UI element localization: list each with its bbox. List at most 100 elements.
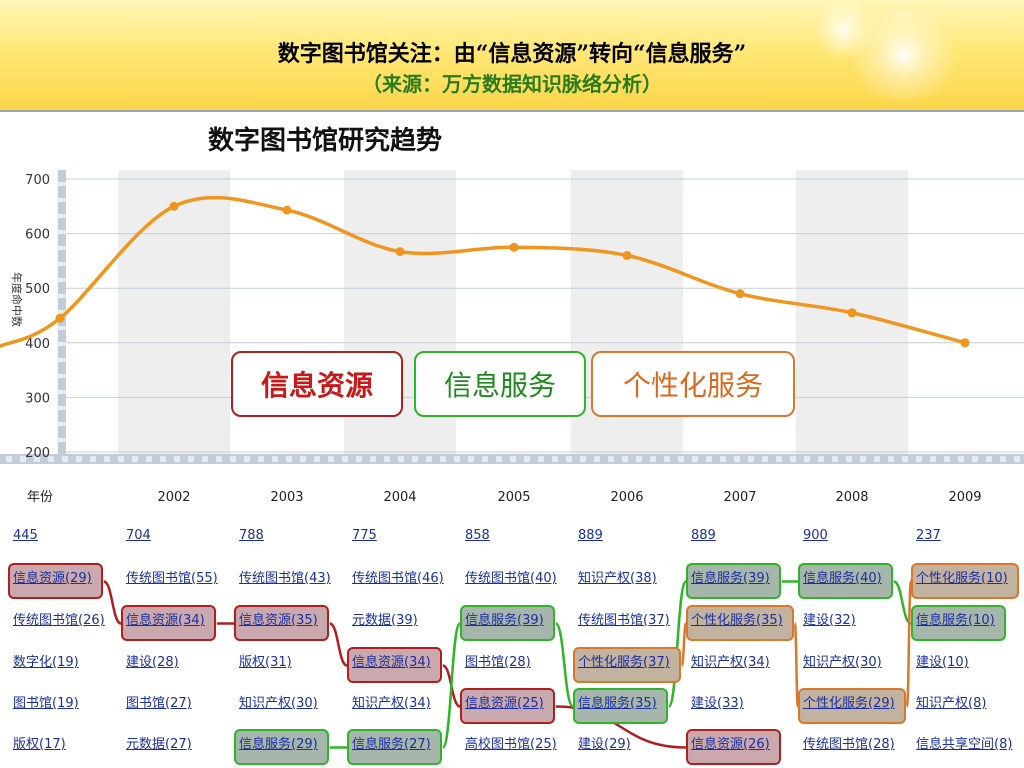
keyword-link[interactable]: 知识产权(34) [352, 696, 431, 711]
keyword-link[interactable]: 知识产权(30) [239, 696, 318, 711]
x-axis-notch [258, 456, 264, 462]
y-tick-label: 700 [25, 173, 50, 188]
x-axis-notch [300, 456, 306, 462]
year-count-link[interactable]: 900 [803, 528, 828, 543]
keyword-link[interactable]: 建设(10) [916, 655, 969, 670]
x-tick-label: 2004 [383, 490, 416, 505]
y-tick-label: 500 [25, 282, 50, 297]
y-axis-notch [58, 262, 66, 266]
keyword-link[interactable]: 高校图书馆(25) [465, 737, 557, 752]
year-count-link[interactable]: 889 [578, 528, 603, 543]
x-axis-notch [538, 456, 544, 462]
keyword-link[interactable]: 个性化服务(37) [578, 655, 670, 670]
x-axis-notch [888, 456, 894, 462]
x-axis-notch [230, 456, 236, 462]
keyword-link[interactable]: 图书馆(27) [126, 696, 192, 711]
keyword-link[interactable]: 图书馆(19) [13, 696, 79, 711]
year-count-link[interactable]: 889 [691, 528, 716, 543]
keyword-link[interactable]: 信息服务(39) [691, 571, 770, 586]
series-line [0, 195, 967, 348]
x-axis-notch [104, 456, 110, 462]
keyword-link[interactable]: 信息服务(35) [578, 696, 657, 711]
keyword-link[interactable]: 信息服务(10) [916, 613, 995, 628]
x-axis-notch [412, 456, 418, 462]
keyword-link[interactable]: 传统图书馆(55) [126, 571, 218, 586]
keyword-link[interactable]: 知识产权(34) [691, 655, 770, 670]
keyword-link[interactable]: 元数据(27) [126, 737, 192, 752]
x-axis-notch [34, 456, 40, 462]
x-axis-notch [762, 456, 768, 462]
keyword-link[interactable]: 信息资源(35) [239, 613, 318, 628]
x-axis-notch [832, 456, 838, 462]
slide-header: 数字图书馆关注：由“信息资源”转向“信息服务” （来源：万方数据知识脉络分析） [0, 0, 1024, 110]
keyword-link[interactable]: 元数据(39) [352, 613, 418, 628]
keyword-link[interactable]: 信息资源(34) [352, 655, 431, 670]
keyword-link[interactable]: 传统图书馆(26) [13, 613, 105, 628]
keyword-link[interactable]: 信息资源(25) [465, 696, 544, 711]
y-axis-notch [58, 342, 66, 346]
year-count-link[interactable]: 858 [465, 528, 490, 543]
keyword-highlight-red [234, 605, 329, 641]
keyword-link[interactable]: 信息服务(40) [803, 571, 882, 586]
keyword-link[interactable]: 版权(17) [13, 737, 66, 752]
keyword-link[interactable]: 建设(28) [126, 655, 179, 670]
x-axis-notch [958, 456, 964, 462]
x-axis-notch [286, 456, 292, 462]
keyword-link[interactable]: 个性化服务(10) [916, 571, 1008, 586]
x-axis-notch [1014, 456, 1020, 462]
data-point [847, 308, 857, 318]
keyword-link[interactable]: 知识产权(30) [803, 655, 882, 670]
keyword-link[interactable]: 建设(32) [803, 613, 856, 628]
keyword-link[interactable]: 知识产权(38) [578, 571, 657, 586]
data-point [735, 289, 745, 299]
tag-personalized-service: 个性化服务 [591, 351, 795, 417]
light-flare [814, 0, 874, 60]
keyword-link[interactable]: 建设(33) [691, 696, 744, 711]
y-axis-notch [58, 390, 66, 394]
x-axis-notch [860, 456, 866, 462]
x-axis-label: 年份 [27, 490, 53, 505]
x-axis-notch [510, 456, 516, 462]
trend-chart: 200 300 400 500 600 700 年度命中数 数字图书馆研究趋势 年份 2002 20… [0, 110, 1024, 522]
x-axis-notch [636, 456, 642, 462]
year-count-link[interactable]: 237 [916, 528, 941, 543]
x-axis-notch [342, 456, 348, 462]
keyword-link[interactable]: 数字化(19) [13, 655, 79, 670]
x-axis-notch [76, 456, 82, 462]
keyword-link[interactable]: 版权(31) [239, 655, 292, 670]
x-axis-notch [902, 456, 908, 462]
keyword-link[interactable]: 个性化服务(29) [803, 696, 895, 711]
keyword-link[interactable]: 传统图书馆(43) [239, 571, 331, 586]
year-count-link[interactable]: 704 [126, 528, 151, 543]
keyword-link[interactable]: 知识产权(8) [916, 696, 987, 711]
tag-label: 信息服务 [443, 369, 556, 402]
tag-label: 信息资源 [260, 369, 373, 402]
x-axis-notch [202, 456, 208, 462]
keyword-link[interactable]: 个性化服务(35) [691, 613, 783, 628]
keyword-link[interactable]: 传统图书馆(40) [465, 571, 557, 586]
x-axis-notch [384, 456, 390, 462]
x-tick-label: 2005 [497, 490, 530, 505]
keyword-link[interactable]: 信息服务(27) [352, 737, 431, 752]
keyword-link[interactable]: 信息共享空间(8) [916, 737, 1013, 752]
keyword-link[interactable]: 信息资源(29) [13, 571, 92, 586]
x-axis-notch [720, 456, 726, 462]
year-count-link[interactable]: 788 [239, 528, 264, 543]
keyword-highlight-green [686, 563, 781, 599]
keyword-link[interactable]: 传统图书馆(46) [352, 571, 444, 586]
keyword-link[interactable]: 传统图书馆(28) [803, 737, 895, 752]
keyword-link[interactable]: 图书馆(28) [465, 655, 531, 670]
x-tick-label: 2002 [157, 490, 190, 505]
x-axis-notch [398, 456, 404, 462]
keyword-link[interactable]: 信息资源(34) [126, 613, 205, 628]
keyword-link[interactable]: 信息服务(39) [465, 613, 544, 628]
keyword-link[interactable]: 信息资源(26) [691, 737, 770, 752]
keyword-link[interactable]: 建设(29) [578, 737, 631, 752]
year-count-link[interactable]: 445 [13, 528, 38, 543]
x-axis-notch [146, 456, 152, 462]
keyword-link[interactable]: 信息服务(29) [239, 737, 318, 752]
year-count-link[interactable]: 775 [352, 528, 377, 543]
keyword-link[interactable]: 传统图书馆(37) [578, 613, 670, 628]
y-axis-notch [58, 326, 66, 330]
x-axis-notch [916, 456, 922, 462]
